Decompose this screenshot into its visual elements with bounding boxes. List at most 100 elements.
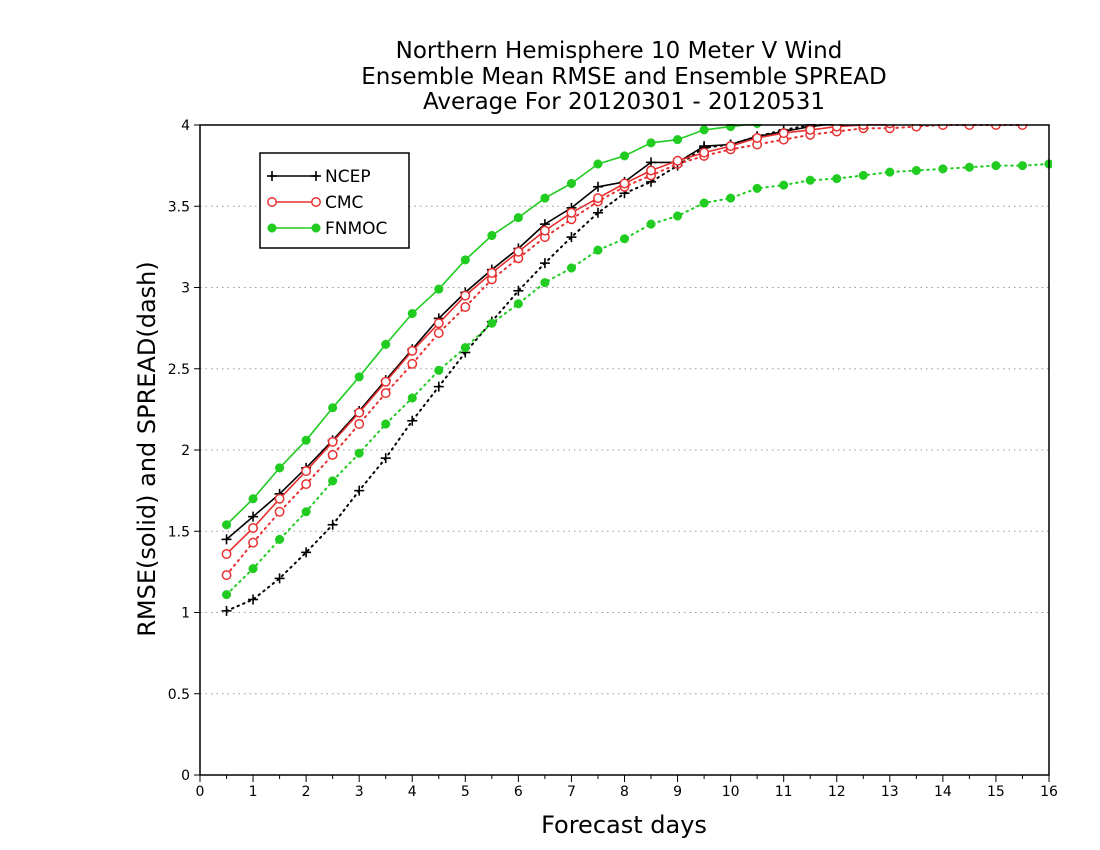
point-open-circle [778, 128, 789, 139]
point-filled-circle [275, 534, 285, 544]
point-filled-circle [991, 161, 1001, 171]
y-tick-label: 0.5 [168, 687, 190, 703]
point-open-circle [354, 419, 365, 429]
point-plus [248, 594, 259, 605]
point-filled-circle [540, 193, 550, 203]
point-plus [221, 534, 232, 545]
legend-label: NCEP [325, 167, 371, 187]
chart-title: Northern Hemisphere 10 Meter V Wind Ense… [361, 38, 886, 115]
point-open-circle [884, 124, 895, 129]
x-tick-label: 14 [934, 784, 952, 800]
title-line-1: Northern Hemisphere 10 Meter V Wind [396, 38, 843, 64]
point-filled-circle [434, 284, 444, 294]
point-filled-circle [646, 219, 656, 229]
point-plus [274, 573, 285, 584]
point-filled-circle [267, 223, 277, 233]
point-filled-circle [885, 167, 895, 177]
gridlines [200, 205, 1049, 695]
point-open-circle [593, 193, 603, 204]
point-open-circle [301, 466, 312, 477]
point-filled-circle [311, 223, 321, 233]
point-filled-circle [832, 174, 842, 184]
series-fnmoc-rmse [221, 124, 762, 530]
y-tick-label: 4 [181, 118, 190, 134]
point-filled-circle [513, 299, 523, 309]
point-open-circle [433, 318, 444, 329]
point-filled-circle [619, 234, 630, 244]
point-open-circle [460, 302, 471, 312]
point-filled-circle [354, 372, 364, 382]
point-filled-circle [460, 255, 470, 265]
series-cmc-rmse [221, 124, 895, 559]
point-filled-circle [381, 339, 391, 349]
point-filled-circle [407, 308, 417, 319]
point-filled-circle [460, 343, 470, 353]
x-tick-label: 12 [828, 784, 846, 800]
point-filled-circle [487, 230, 497, 241]
point-open-circle [301, 479, 312, 490]
series-line [225, 163, 1050, 596]
point-open-circle [407, 358, 418, 369]
series-line [225, 124, 827, 612]
y-tick-label: 2 [181, 443, 190, 459]
y-tick-label: 1 [181, 606, 190, 622]
point-filled-circle [779, 180, 789, 190]
point-open-circle [327, 436, 338, 447]
point-filled-circle [593, 245, 603, 255]
point-plus [513, 285, 524, 296]
point-open-circle [433, 328, 444, 338]
point-plus [407, 415, 418, 426]
point-open-circle [752, 133, 763, 143]
point-filled-circle [248, 564, 258, 574]
point-open-circle [646, 165, 656, 176]
point-filled-circle [938, 164, 948, 174]
point-filled-circle [328, 476, 338, 486]
point-open-circle [486, 267, 497, 278]
point-filled-circle [593, 159, 603, 169]
x-tick-label: 11 [775, 784, 793, 800]
x-tick-label: 9 [673, 784, 682, 800]
point-open-circle [274, 506, 285, 517]
point-plus [301, 547, 312, 558]
legend: NCEP CMC FNMOC [259, 152, 410, 249]
y-tick-label: 3 [181, 281, 190, 297]
y-tick-label: 3.5 [168, 199, 190, 215]
point-filled-circle [248, 494, 258, 504]
point-open-circle [380, 376, 391, 387]
legend-box [259, 152, 410, 249]
x-tick-label: 16 [1040, 784, 1058, 800]
point-plus [267, 171, 277, 181]
point-plus [539, 258, 550, 269]
series-line [225, 124, 837, 541]
x-tick-label: 2 [302, 784, 311, 800]
point-open-circle [407, 345, 418, 356]
point-filled-circle [540, 278, 550, 288]
point-plus [221, 605, 232, 616]
point-open-circle [831, 124, 842, 132]
point-filled-circle [699, 125, 709, 135]
x-axis-title: Forecast days [541, 811, 707, 839]
y-tick-label: 2.5 [168, 362, 190, 378]
point-filled-circle [858, 170, 868, 180]
point-filled-circle [726, 124, 736, 132]
point-filled-circle [221, 520, 232, 530]
point-filled-circle [407, 393, 417, 403]
point-plus [566, 232, 577, 243]
point-filled-circle [699, 198, 709, 208]
x-tick-label: 7 [567, 784, 576, 800]
legend-label: FNMOC [325, 219, 387, 239]
point-open-circle [539, 225, 550, 236]
x-tick-label: 8 [620, 784, 629, 800]
point-filled-circle [964, 162, 974, 172]
point-filled-circle [752, 183, 762, 193]
point-open-circle [805, 124, 816, 135]
x-tick-label: 6 [514, 784, 523, 800]
point-filled-circle [805, 175, 815, 185]
point-open-circle [566, 207, 577, 218]
point-open-circle [267, 197, 277, 207]
point-filled-circle [566, 178, 576, 189]
point-plus [248, 511, 259, 522]
point-open-circle [672, 155, 683, 166]
x-tick-label: 4 [408, 784, 417, 800]
point-plus [311, 171, 321, 181]
